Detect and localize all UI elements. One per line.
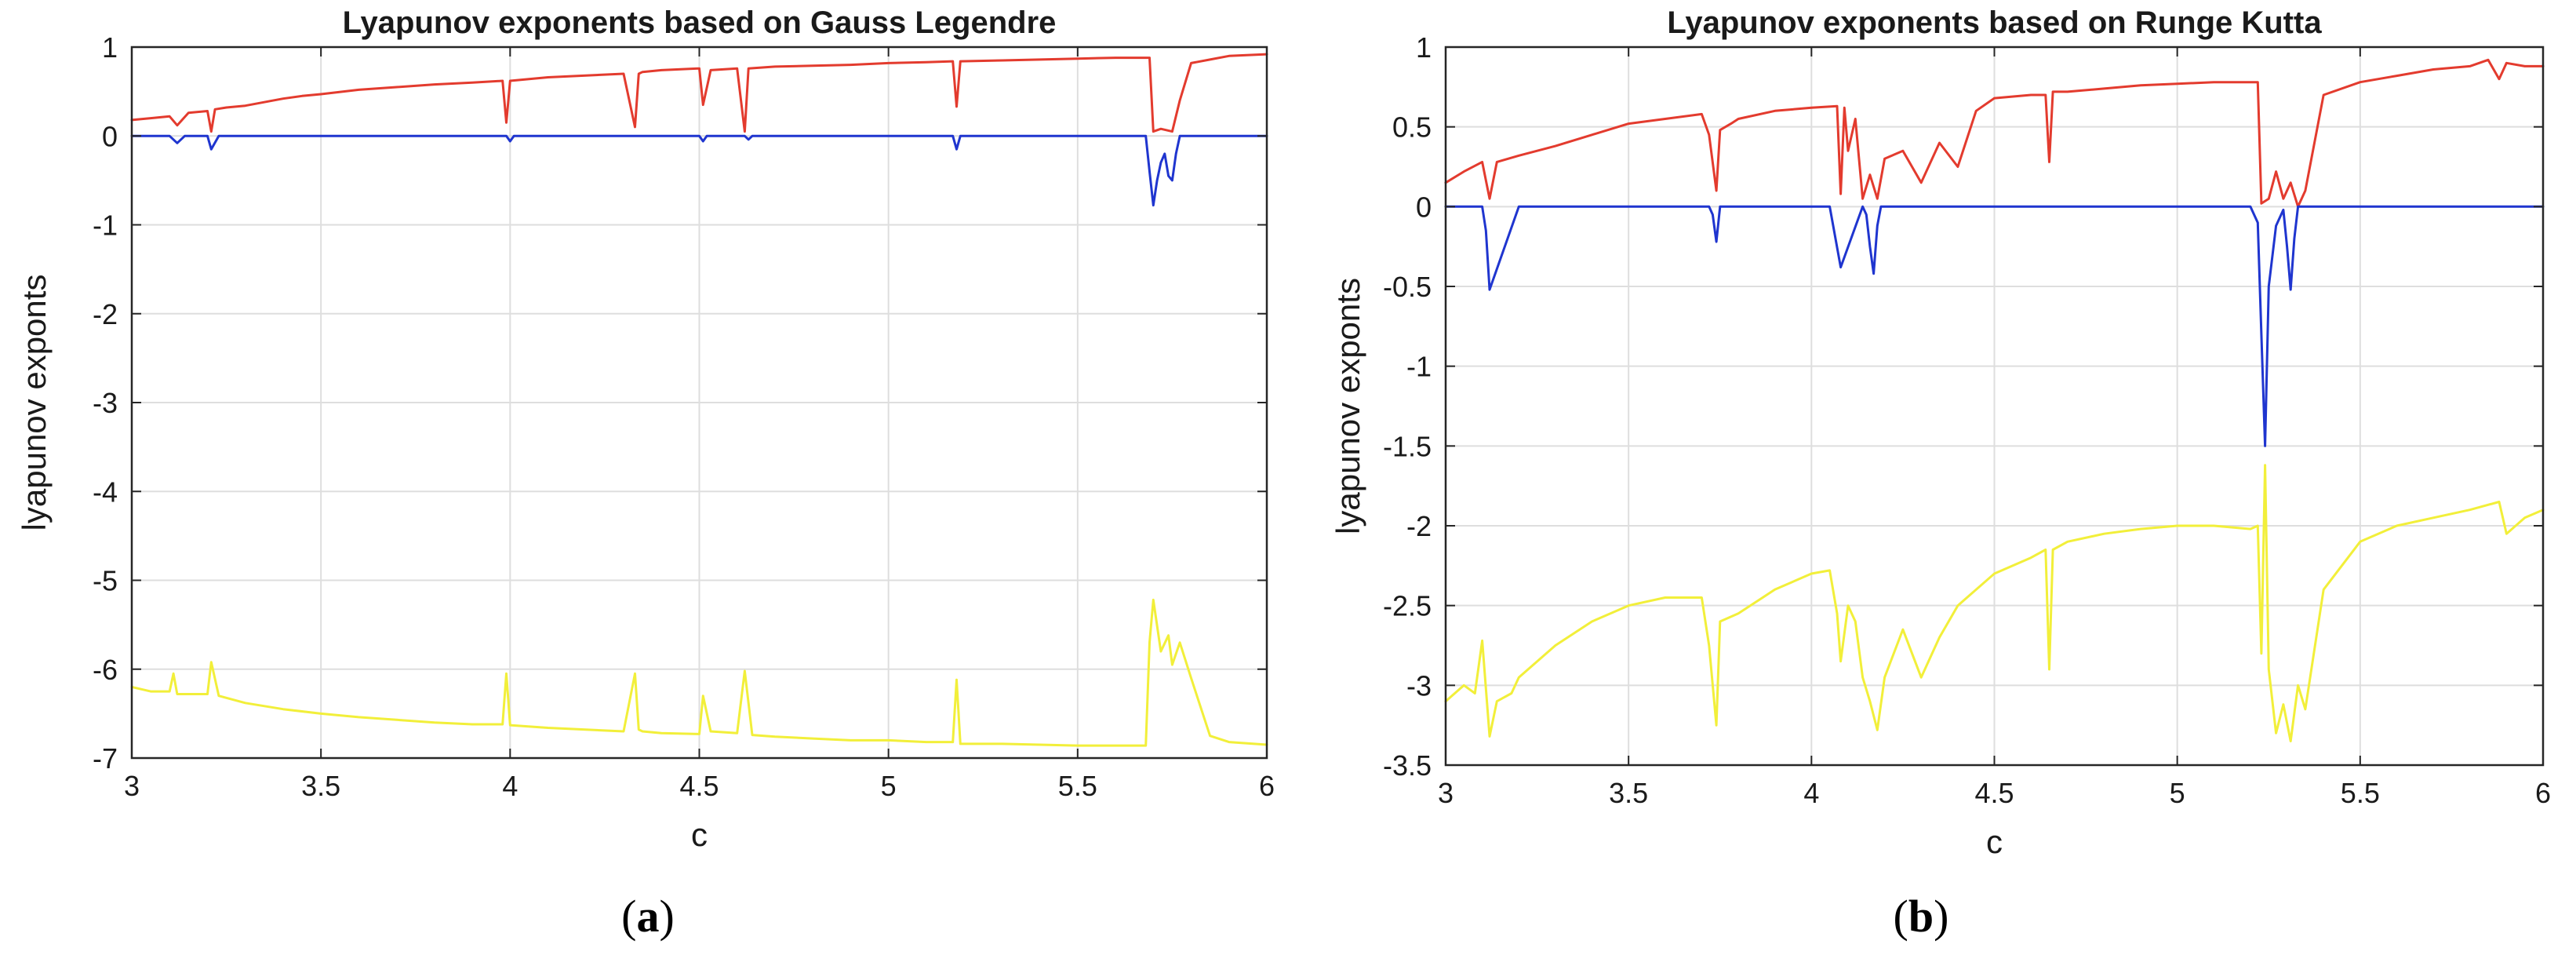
y-tick-label: -3.5: [1383, 749, 1432, 782]
y-tick-label: 0: [1416, 191, 1432, 223]
series-line-1: [1444, 58, 2545, 208]
x-tick-label: 3.5: [1609, 777, 1648, 809]
panel-label: (a): [621, 891, 675, 942]
series-line-2: [130, 134, 1268, 207]
series-line-2: [1444, 205, 2545, 447]
x-tick-label: 4.5: [679, 770, 719, 802]
y-tick-label: -2: [93, 298, 118, 330]
series-line-3: [1444, 464, 2545, 742]
x-tick-label: 6: [1259, 770, 1275, 802]
x-tick-label: 5.5: [2341, 777, 2380, 809]
x-tick-label: 4: [1803, 777, 1819, 809]
y-tick-label: -3: [1406, 669, 1432, 702]
chart-panel-a: 3 3.5 4 4.5 5 5.5 6 1 0 -1 -2 -3 -4 -5 -6 -7 Lyapunov ex…: [16, 5, 1275, 942]
y-tick-label: -1: [1406, 351, 1432, 383]
y-axis-label: lyapunov exponts: [16, 275, 53, 531]
series-line-3: [130, 598, 1268, 747]
x-tick-label: 3.5: [301, 770, 340, 802]
y-tick-label: -6: [93, 654, 118, 686]
y-tick-label: 1: [102, 31, 118, 64]
panel-label: (b): [1894, 891, 1949, 942]
x-tick-label: 4: [502, 770, 518, 802]
y-tick-label: -3: [93, 387, 118, 419]
y-tick-label: 0: [102, 120, 118, 152]
y-tick-label: -2: [1406, 510, 1432, 542]
chart-panel-b: 3 3.5 4 4.5 5 5.5 6 1 0.5 0 -0.5 -1 -1.5 -2 -2.5 -3 -3.5…: [1330, 5, 2551, 942]
series-line-1: [130, 53, 1268, 133]
x-tick-label: 5: [2170, 777, 2185, 809]
x-tick-label: 4.5: [1974, 777, 2014, 809]
y-tick-label: -1: [93, 210, 118, 242]
y-tick-label: -0.5: [1383, 271, 1432, 303]
y-tick-label: -5: [93, 565, 118, 597]
y-tick-label: 0.5: [1392, 111, 1432, 144]
x-tick-label: 5: [881, 770, 897, 802]
x-axis-label: c: [691, 816, 708, 853]
y-tick-label: -2.5: [1383, 590, 1432, 622]
x-tick-label: 6: [2535, 777, 2551, 809]
y-tick-label: -1.5: [1383, 430, 1432, 462]
y-tick-label: -4: [93, 476, 118, 508]
x-tick-label: 5.5: [1058, 770, 1097, 802]
x-tick-label: 3: [1438, 777, 1454, 809]
y-axis-label: lyapunov exponts: [1330, 278, 1366, 534]
chart-title: Lyapunov exponents based on Gauss Legend…: [343, 5, 1057, 40]
x-axis-label: c: [1986, 823, 2003, 860]
y-tick-label: 1: [1416, 31, 1432, 64]
chart-title: Lyapunov exponents based on Runge Kutta: [1667, 5, 2322, 40]
y-tick-label: -7: [93, 742, 118, 775]
x-tick-label: 3: [124, 770, 140, 802]
